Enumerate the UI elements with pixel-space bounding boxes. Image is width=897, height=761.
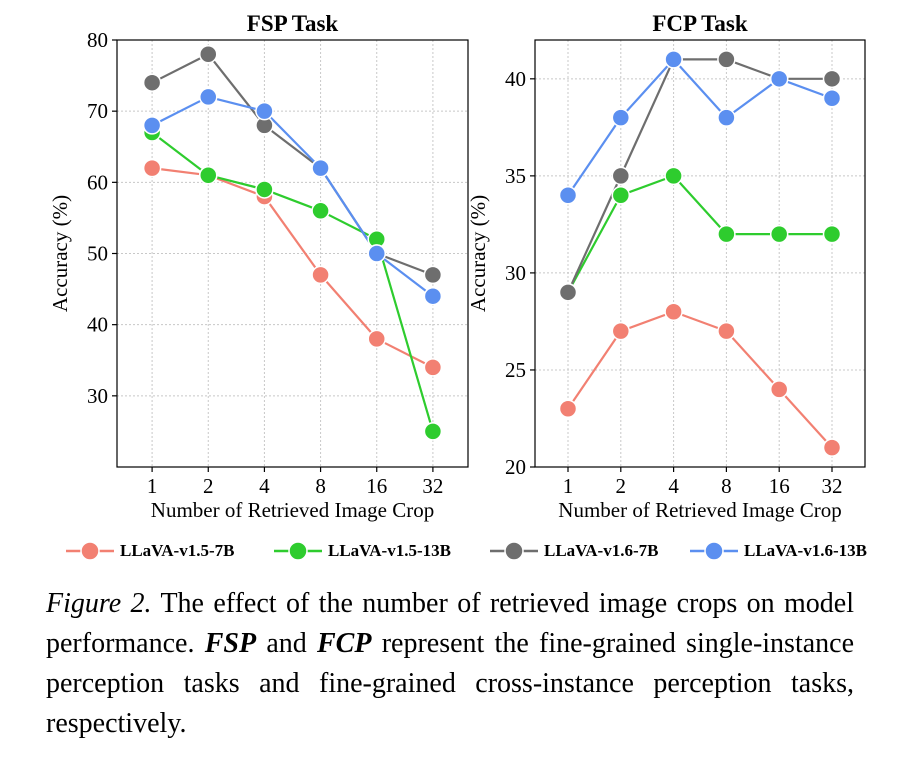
data-point <box>558 399 578 419</box>
data-point <box>311 265 330 285</box>
caption-and: and <box>256 628 317 659</box>
y-tick-label: 40 <box>505 67 526 91</box>
chart-title: FCP Task <box>652 11 747 36</box>
legend-item-llava-v15-7b: LLaVA-v1.5-7B <box>66 536 234 566</box>
data-point <box>199 44 218 64</box>
y-tick-label: 30 <box>87 384 108 408</box>
x-tick-label: 16 <box>366 474 387 498</box>
data-point <box>423 358 443 377</box>
data-point <box>611 186 631 205</box>
x-tick-label: 1 <box>563 474 574 498</box>
caption-text-1: The effect of the number of retrieved im… <box>46 588 855 659</box>
data-point <box>717 50 736 69</box>
data-point <box>769 224 789 244</box>
data-point <box>558 186 578 205</box>
chart-fsp: 30 40 50 60 70 80 1 2 4 8 16 32 FSP Task Number of Re… <box>48 11 469 522</box>
series-line <box>151 131 434 432</box>
y-tick-label: 70 <box>87 99 108 123</box>
series-line <box>151 53 434 276</box>
series-line <box>567 58 833 196</box>
data-point <box>717 108 736 127</box>
legend-item-llava-v16-7b: LLaVA-v1.6-7B <box>490 536 658 566</box>
x-tick-label: 32 <box>422 474 443 498</box>
x-axis-label: Number of Retrieved Image Crop <box>558 498 841 522</box>
axes-frame <box>534 39 866 468</box>
data-point <box>367 244 386 263</box>
legend-marker-llava-v16-7b <box>490 541 538 561</box>
data-point <box>255 101 274 121</box>
caption-lead: Figure 2. <box>46 588 152 619</box>
data-point <box>822 224 842 244</box>
data-point <box>142 158 162 178</box>
x-tick-label: 1 <box>147 474 158 498</box>
y-tick-label: 35 <box>505 164 526 188</box>
x-tick-label: 4 <box>259 474 270 498</box>
data-point <box>822 438 842 457</box>
data-point <box>142 73 162 92</box>
data-point <box>611 321 631 341</box>
data-point <box>717 224 736 244</box>
legend-marker-llava-v15-13b <box>274 541 322 561</box>
x-tick-label: 16 <box>769 474 790 498</box>
data-point <box>664 302 683 321</box>
legend-marker-llava-v16-13b <box>690 541 738 561</box>
legend-label: LLaVA-v1.6-7B <box>544 541 659 560</box>
data-point <box>311 201 330 221</box>
y-tick-label: 40 <box>87 313 108 337</box>
data-point <box>664 50 683 69</box>
y-tick-label: 25 <box>505 358 526 382</box>
y-axis-label: Accuracy (%) <box>466 195 490 312</box>
y-tick-label: 80 <box>87 28 108 52</box>
data-point <box>199 87 218 107</box>
legend-label: LLaVA-v1.5-7B <box>120 541 235 560</box>
legend-label: LLaVA-v1.6-13B <box>744 541 867 560</box>
data-point <box>611 166 631 186</box>
x-tick-label: 2 <box>203 474 214 498</box>
data-point <box>423 286 443 306</box>
chart-title: FSP Task <box>247 11 339 36</box>
y-axis-label: Accuracy (%) <box>48 195 72 312</box>
data-point <box>367 329 386 349</box>
series-line <box>151 95 434 298</box>
data-point <box>423 265 443 285</box>
x-axis-label: Number of Retrieved Image Crop <box>151 498 434 522</box>
y-tick-label: 30 <box>505 261 526 285</box>
y-tick-label: 60 <box>87 170 108 194</box>
x-tick-label: 2 <box>616 474 627 498</box>
chart-fcp: 20 25 30 35 40 1 2 4 8 16 32 FCP Task Number of Retr… <box>466 11 866 522</box>
legend-label: LLaVA-v1.5-13B <box>328 541 451 560</box>
x-tick-label: 4 <box>668 474 679 498</box>
data-point <box>199 165 218 185</box>
data-point <box>769 380 789 399</box>
series-line <box>151 167 434 369</box>
series-line <box>567 310 833 449</box>
legend-marker-llava-v15-7b <box>66 541 114 561</box>
legend: LLaVA-v1.5-7B LLaVA-v1.5-13B LLaVA-v1.6-… <box>66 536 896 566</box>
data-point <box>769 69 789 89</box>
data-point <box>822 69 842 89</box>
data-point <box>142 116 162 135</box>
data-point <box>717 321 736 341</box>
x-tick-label: 8 <box>721 474 732 498</box>
charts-canvas: 30 40 50 60 70 80 1 2 4 8 16 32 FSP Task Number of Re… <box>48 11 866 522</box>
data-point <box>311 158 330 178</box>
x-tick-label: 8 <box>315 474 326 498</box>
data-point <box>255 180 274 199</box>
x-tick-label: 32 <box>822 474 843 498</box>
legend-item-llava-v15-13b: LLaVA-v1.5-13B <box>274 536 451 566</box>
y-tick-label: 20 <box>505 455 526 479</box>
data-point <box>822 88 842 108</box>
figure-caption: Figure 2. The effect of the number of re… <box>46 584 854 744</box>
y-tick-label: 50 <box>87 242 108 266</box>
caption-text-2: represent the fine-grained single-instan… <box>46 628 855 739</box>
data-point <box>664 166 683 186</box>
legend-item-llava-v16-13b: LLaVA-v1.6-13B <box>690 536 867 566</box>
caption-fcp: FCP <box>317 628 372 659</box>
data-point <box>611 108 631 127</box>
data-point <box>558 283 578 302</box>
caption-fsp: FSP <box>204 628 257 659</box>
data-point <box>423 422 443 441</box>
